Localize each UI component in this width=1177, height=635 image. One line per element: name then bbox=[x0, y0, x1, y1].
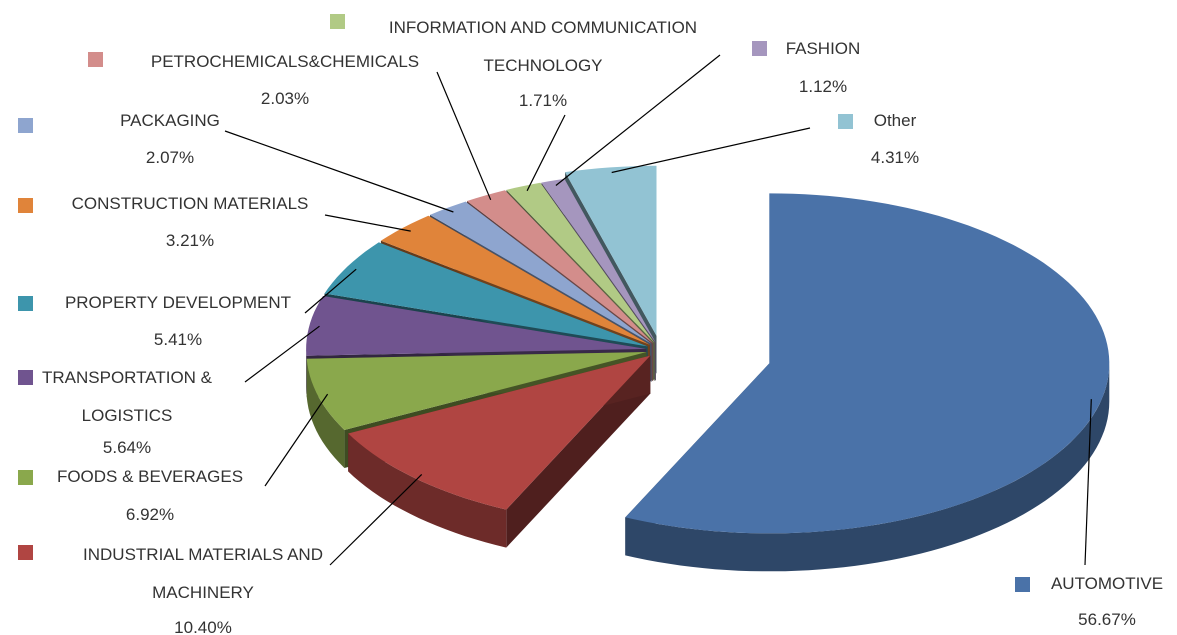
legend-swatch bbox=[18, 296, 33, 311]
category-label: PACKAGING bbox=[120, 111, 220, 130]
slice bbox=[625, 193, 1110, 572]
slice-side bbox=[506, 355, 651, 548]
leader-line bbox=[264, 393, 329, 487]
value-label: 10.40% bbox=[174, 618, 232, 635]
value-label: 2.07% bbox=[145, 148, 195, 167]
leader-line bbox=[329, 473, 423, 566]
slice-top bbox=[306, 296, 647, 356]
legend-swatch bbox=[330, 14, 345, 29]
category-label: INDUSTRIAL MATERIALS AND MACHINERY bbox=[83, 545, 323, 602]
slice-wall bbox=[306, 358, 345, 468]
category-label: PROPERTY DEVELOPMENT bbox=[64, 293, 292, 312]
legend-swatch bbox=[88, 52, 103, 67]
category-label: FOODS & BEVERAGES bbox=[56, 467, 244, 486]
value-label: 3.21% bbox=[165, 231, 215, 250]
value-label: 6.92% bbox=[125, 505, 175, 524]
legend-swatch bbox=[1015, 577, 1030, 592]
slice-top bbox=[348, 355, 651, 510]
category-label: TRANSPORTATION & LOGISTICS bbox=[41, 368, 213, 425]
category-label: INFORMATION AND COMMUNICATION TECHNOLOGY bbox=[388, 18, 698, 75]
value-label: 5.41% bbox=[153, 330, 203, 349]
category-label: PETROCHEMICALS&CHEMICALS bbox=[150, 52, 420, 71]
legend-swatch bbox=[752, 41, 767, 56]
slice bbox=[348, 355, 651, 548]
category-label: FASHION bbox=[785, 39, 861, 58]
slice-wall bbox=[348, 433, 507, 548]
slice-top bbox=[506, 182, 655, 343]
value-label: 2.03% bbox=[260, 89, 310, 108]
slice-top bbox=[380, 215, 650, 345]
leader-line bbox=[555, 54, 721, 186]
category-label: AUTOMOTIVE bbox=[1050, 574, 1164, 593]
legend-swatch bbox=[18, 545, 33, 560]
value-label: 56.67% bbox=[1078, 610, 1136, 629]
leader-line bbox=[304, 268, 357, 314]
slice-top bbox=[306, 352, 647, 430]
legend-swatch bbox=[18, 470, 33, 485]
legend-swatch bbox=[838, 114, 853, 129]
leader-line bbox=[436, 71, 492, 201]
slice-wall bbox=[625, 363, 1110, 572]
legend-swatch bbox=[18, 198, 33, 213]
value-label: 4.31% bbox=[870, 148, 920, 167]
slice-top bbox=[467, 190, 654, 344]
category-label: CONSTRUCTION MATERIALS bbox=[71, 194, 309, 213]
slice-top bbox=[430, 201, 652, 344]
legend-swatch bbox=[18, 370, 33, 385]
leader-line bbox=[224, 130, 454, 213]
leader-line bbox=[244, 325, 320, 383]
value-label: 5.64% bbox=[102, 438, 152, 457]
leader-line bbox=[324, 214, 411, 232]
value-label: 1.12% bbox=[798, 77, 848, 96]
value-label: 1.71% bbox=[518, 91, 568, 110]
slice-top bbox=[541, 178, 656, 343]
category-label: Other bbox=[873, 111, 917, 130]
slice-top bbox=[625, 193, 1110, 534]
legend-swatch bbox=[18, 118, 33, 133]
leader-line bbox=[526, 114, 566, 192]
leader-line bbox=[611, 127, 811, 174]
slice-top bbox=[565, 165, 657, 336]
slice-top bbox=[324, 242, 648, 347]
leader-line bbox=[1084, 399, 1092, 566]
